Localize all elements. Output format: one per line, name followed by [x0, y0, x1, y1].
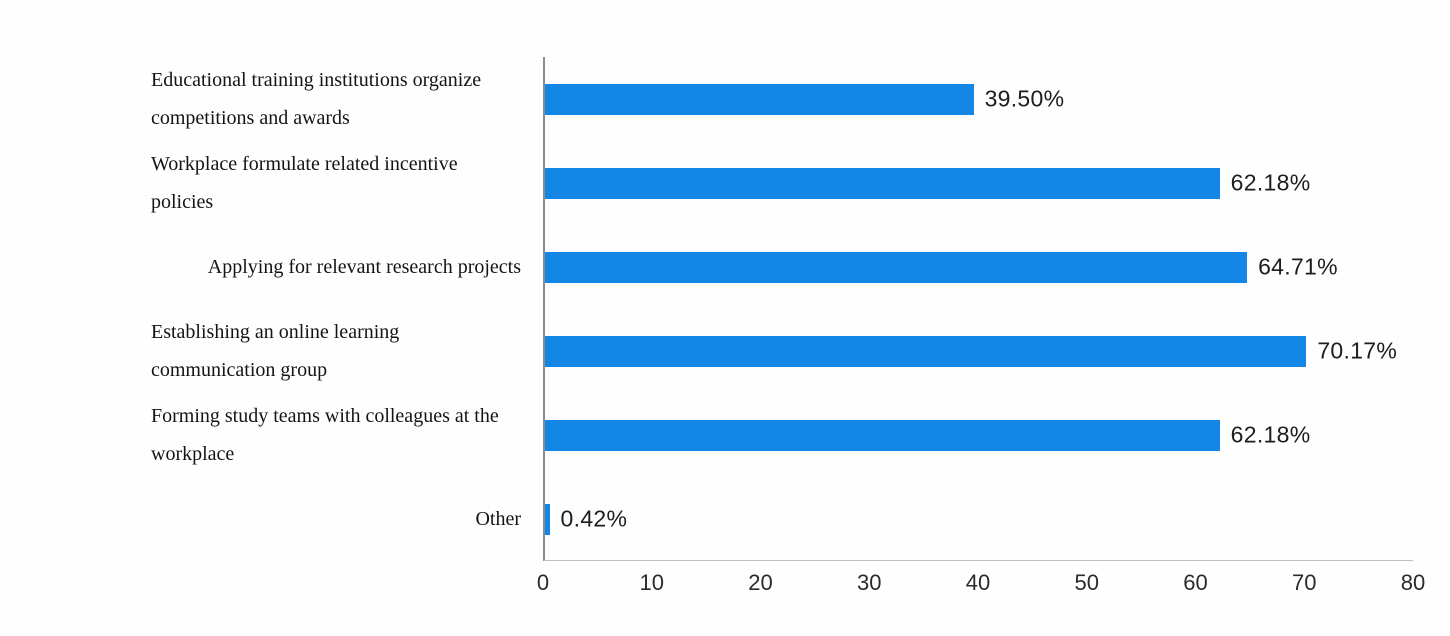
- category-label: Educational training institutions organi…: [16, 61, 521, 137]
- category-label-text: Applying for relevant research projects: [207, 256, 521, 278]
- bar-value-label: 64.71%: [1258, 253, 1338, 280]
- category-label: Establishing an online learning communic…: [16, 313, 521, 389]
- bar: [545, 335, 1307, 367]
- x-axis-tick-label: 80: [1400, 570, 1426, 595]
- category-label: Other: [16, 500, 521, 538]
- bar-value-label: 62.18%: [1230, 169, 1311, 196]
- bar: [545, 503, 550, 535]
- category-label-text: Educational training institutions organi…: [151, 69, 482, 129]
- bar-row: 62.18%: [545, 419, 1413, 451]
- bar-row: 64.71%: [545, 251, 1413, 283]
- category-label: Workplace formulate related incentive po…: [16, 145, 521, 221]
- bar-value-label: 39.50%: [984, 85, 1065, 112]
- x-axis-tick-label: 30: [857, 570, 882, 595]
- x-axis-tick-label: 0: [536, 570, 550, 595]
- category-label-text: Establishing an online learning communic…: [151, 321, 400, 381]
- bar-row: 39.50%: [545, 83, 1413, 115]
- x-axis-tick-label: 50: [1074, 570, 1099, 595]
- bar: [545, 419, 1220, 451]
- plot-area: 39.50% 62.18% 64.71% 70.17% 62.18% 0.42%: [543, 57, 1413, 561]
- bar: [545, 251, 1248, 283]
- bar-value-label: 70.17%: [1317, 337, 1398, 364]
- bar: [545, 83, 974, 115]
- x-axis-tick-label: 70: [1292, 570, 1317, 595]
- x-axis-tick-label: 20: [748, 570, 773, 595]
- category-label: Applying for relevant research projects: [16, 248, 521, 286]
- category-label-text: Other: [475, 508, 521, 530]
- category-label-text: Forming study teams with colleagues at t…: [151, 405, 499, 465]
- bar-value-label: 62.18%: [1230, 421, 1311, 448]
- bar: [545, 167, 1220, 199]
- x-axis-tick-label: 60: [1183, 570, 1208, 595]
- category-label-text: Workplace formulate related incentive po…: [151, 153, 458, 213]
- x-axis: 0 10 20 30 40 50 60 70 80: [537, 566, 1425, 606]
- x-axis-tick-label: 40: [965, 570, 991, 595]
- bar-value-label: 0.42%: [560, 505, 628, 532]
- x-axis-tick-label: 10: [639, 570, 664, 595]
- bar-row: 70.17%: [545, 335, 1413, 367]
- bar-row: 0.42%: [545, 503, 1413, 535]
- bar-row: 62.18%: [545, 167, 1413, 199]
- category-label: Forming study teams with colleagues at t…: [16, 397, 521, 473]
